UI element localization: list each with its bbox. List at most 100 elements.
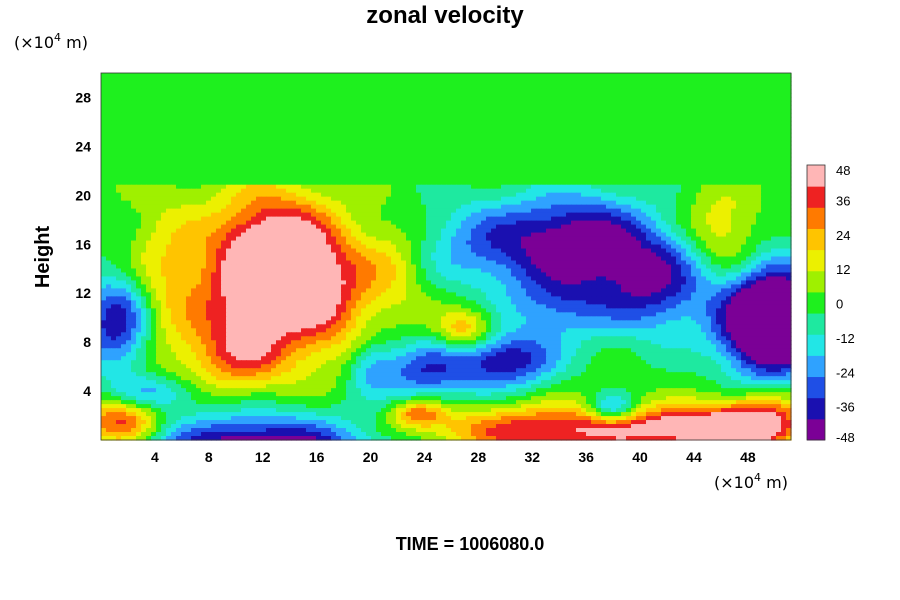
heatmap-cell bbox=[511, 172, 517, 178]
heatmap-cell bbox=[191, 120, 197, 126]
heatmap-cell bbox=[626, 100, 632, 106]
heatmap-cell bbox=[601, 164, 607, 170]
heatmap-cell bbox=[221, 108, 227, 114]
heatmap-cell bbox=[176, 160, 182, 166]
heatmap-cell bbox=[386, 92, 392, 98]
heatmap-cell bbox=[486, 140, 492, 146]
heatmap-cell bbox=[496, 84, 502, 90]
heatmap-cell bbox=[741, 76, 747, 82]
heatmap-cell bbox=[151, 196, 157, 202]
heatmap-cell bbox=[286, 204, 292, 210]
heatmap-cell bbox=[171, 176, 177, 182]
heatmap-cell bbox=[431, 84, 437, 90]
heatmap-cell bbox=[666, 96, 672, 102]
heatmap-cell bbox=[371, 208, 377, 214]
heatmap-cell bbox=[431, 144, 437, 150]
heatmap-cell bbox=[516, 120, 522, 126]
heatmap-cell bbox=[581, 196, 587, 202]
heatmap-cell bbox=[451, 140, 457, 146]
heatmap-cell bbox=[191, 196, 197, 202]
heatmap-cell bbox=[706, 108, 712, 114]
heatmap-cell bbox=[451, 124, 457, 130]
heatmap-cell bbox=[571, 120, 577, 126]
heatmap-cell bbox=[311, 152, 317, 158]
heatmap-cell bbox=[401, 152, 407, 158]
heatmap-cell bbox=[281, 204, 287, 210]
heatmap-cell bbox=[376, 200, 382, 206]
heatmap-cell bbox=[621, 128, 627, 134]
heatmap-cell bbox=[136, 156, 142, 162]
heatmap-cell bbox=[441, 200, 447, 206]
heatmap-cell bbox=[591, 164, 597, 170]
heatmap-cell bbox=[601, 76, 607, 82]
heatmap-cell bbox=[706, 168, 712, 174]
heatmap-cell bbox=[126, 188, 132, 194]
heatmap-cell bbox=[376, 116, 382, 122]
heatmap-cell bbox=[241, 212, 247, 218]
heatmap-cell bbox=[476, 200, 482, 206]
heatmap-cell bbox=[491, 192, 497, 198]
heatmap-cell bbox=[266, 188, 272, 194]
heatmap-cell bbox=[556, 160, 562, 166]
heatmap-cell bbox=[506, 164, 512, 170]
heatmap-cell bbox=[156, 188, 162, 194]
heatmap-cell bbox=[616, 192, 622, 198]
heatmap-cell bbox=[471, 180, 477, 186]
heatmap-cell bbox=[451, 104, 457, 110]
heatmap-cell bbox=[711, 80, 717, 86]
heatmap-cell bbox=[521, 152, 527, 158]
heatmap-cell bbox=[241, 164, 247, 170]
heatmap-cell bbox=[216, 200, 222, 206]
heatmap-cell bbox=[401, 132, 407, 138]
heatmap-cell bbox=[716, 124, 722, 130]
heatmap-cell bbox=[106, 132, 112, 138]
heatmap-cell bbox=[366, 124, 372, 130]
heatmap-cell bbox=[666, 192, 672, 198]
heatmap-cell bbox=[591, 180, 597, 186]
heatmap-cell bbox=[456, 140, 462, 146]
heatmap-cell bbox=[476, 124, 482, 130]
heatmap-cell bbox=[741, 188, 747, 194]
heatmap-cell bbox=[536, 116, 542, 122]
heatmap-cell bbox=[386, 96, 392, 102]
heatmap-cell bbox=[261, 188, 267, 194]
heatmap-cell bbox=[511, 132, 517, 138]
heatmap-cell bbox=[126, 132, 132, 138]
heatmap-cell bbox=[521, 212, 527, 218]
heatmap-cell bbox=[501, 212, 507, 218]
heatmap-cell bbox=[676, 73, 682, 78]
heatmap-cell bbox=[316, 204, 322, 210]
heatmap-cell bbox=[271, 88, 277, 94]
heatmap-cell bbox=[651, 204, 657, 210]
heatmap-cell bbox=[286, 84, 292, 90]
heatmap-cell bbox=[101, 144, 107, 150]
heatmap-cell bbox=[571, 176, 577, 182]
heatmap-cell bbox=[501, 176, 507, 182]
heatmap-cell bbox=[216, 160, 222, 166]
heatmap-cell bbox=[251, 92, 257, 98]
heatmap-cell bbox=[271, 92, 277, 98]
heatmap-cell bbox=[236, 128, 242, 134]
heatmap-cell bbox=[216, 108, 222, 114]
heatmap-cell bbox=[461, 156, 467, 162]
heatmap-cell bbox=[211, 156, 217, 162]
heatmap-cell bbox=[301, 184, 307, 190]
heatmap-cell bbox=[236, 116, 242, 122]
heatmap-cell bbox=[561, 132, 567, 138]
heatmap-cell bbox=[406, 84, 412, 90]
heatmap-cell bbox=[546, 104, 552, 110]
heatmap-cell bbox=[251, 156, 257, 162]
heatmap-cell bbox=[446, 156, 452, 162]
heatmap-cell bbox=[636, 172, 642, 178]
heatmap-cell bbox=[781, 120, 787, 126]
heatmap-cell bbox=[641, 200, 647, 206]
heatmap-cell bbox=[751, 184, 757, 190]
heatmap-cell bbox=[186, 136, 192, 142]
heatmap-cell bbox=[506, 200, 512, 206]
heatmap-cell bbox=[561, 188, 567, 194]
heatmap-cell bbox=[706, 92, 712, 98]
heatmap-cell bbox=[116, 128, 122, 134]
heatmap-cell bbox=[166, 128, 172, 134]
heatmap-cell bbox=[421, 76, 427, 82]
heatmap-cell bbox=[506, 140, 512, 146]
